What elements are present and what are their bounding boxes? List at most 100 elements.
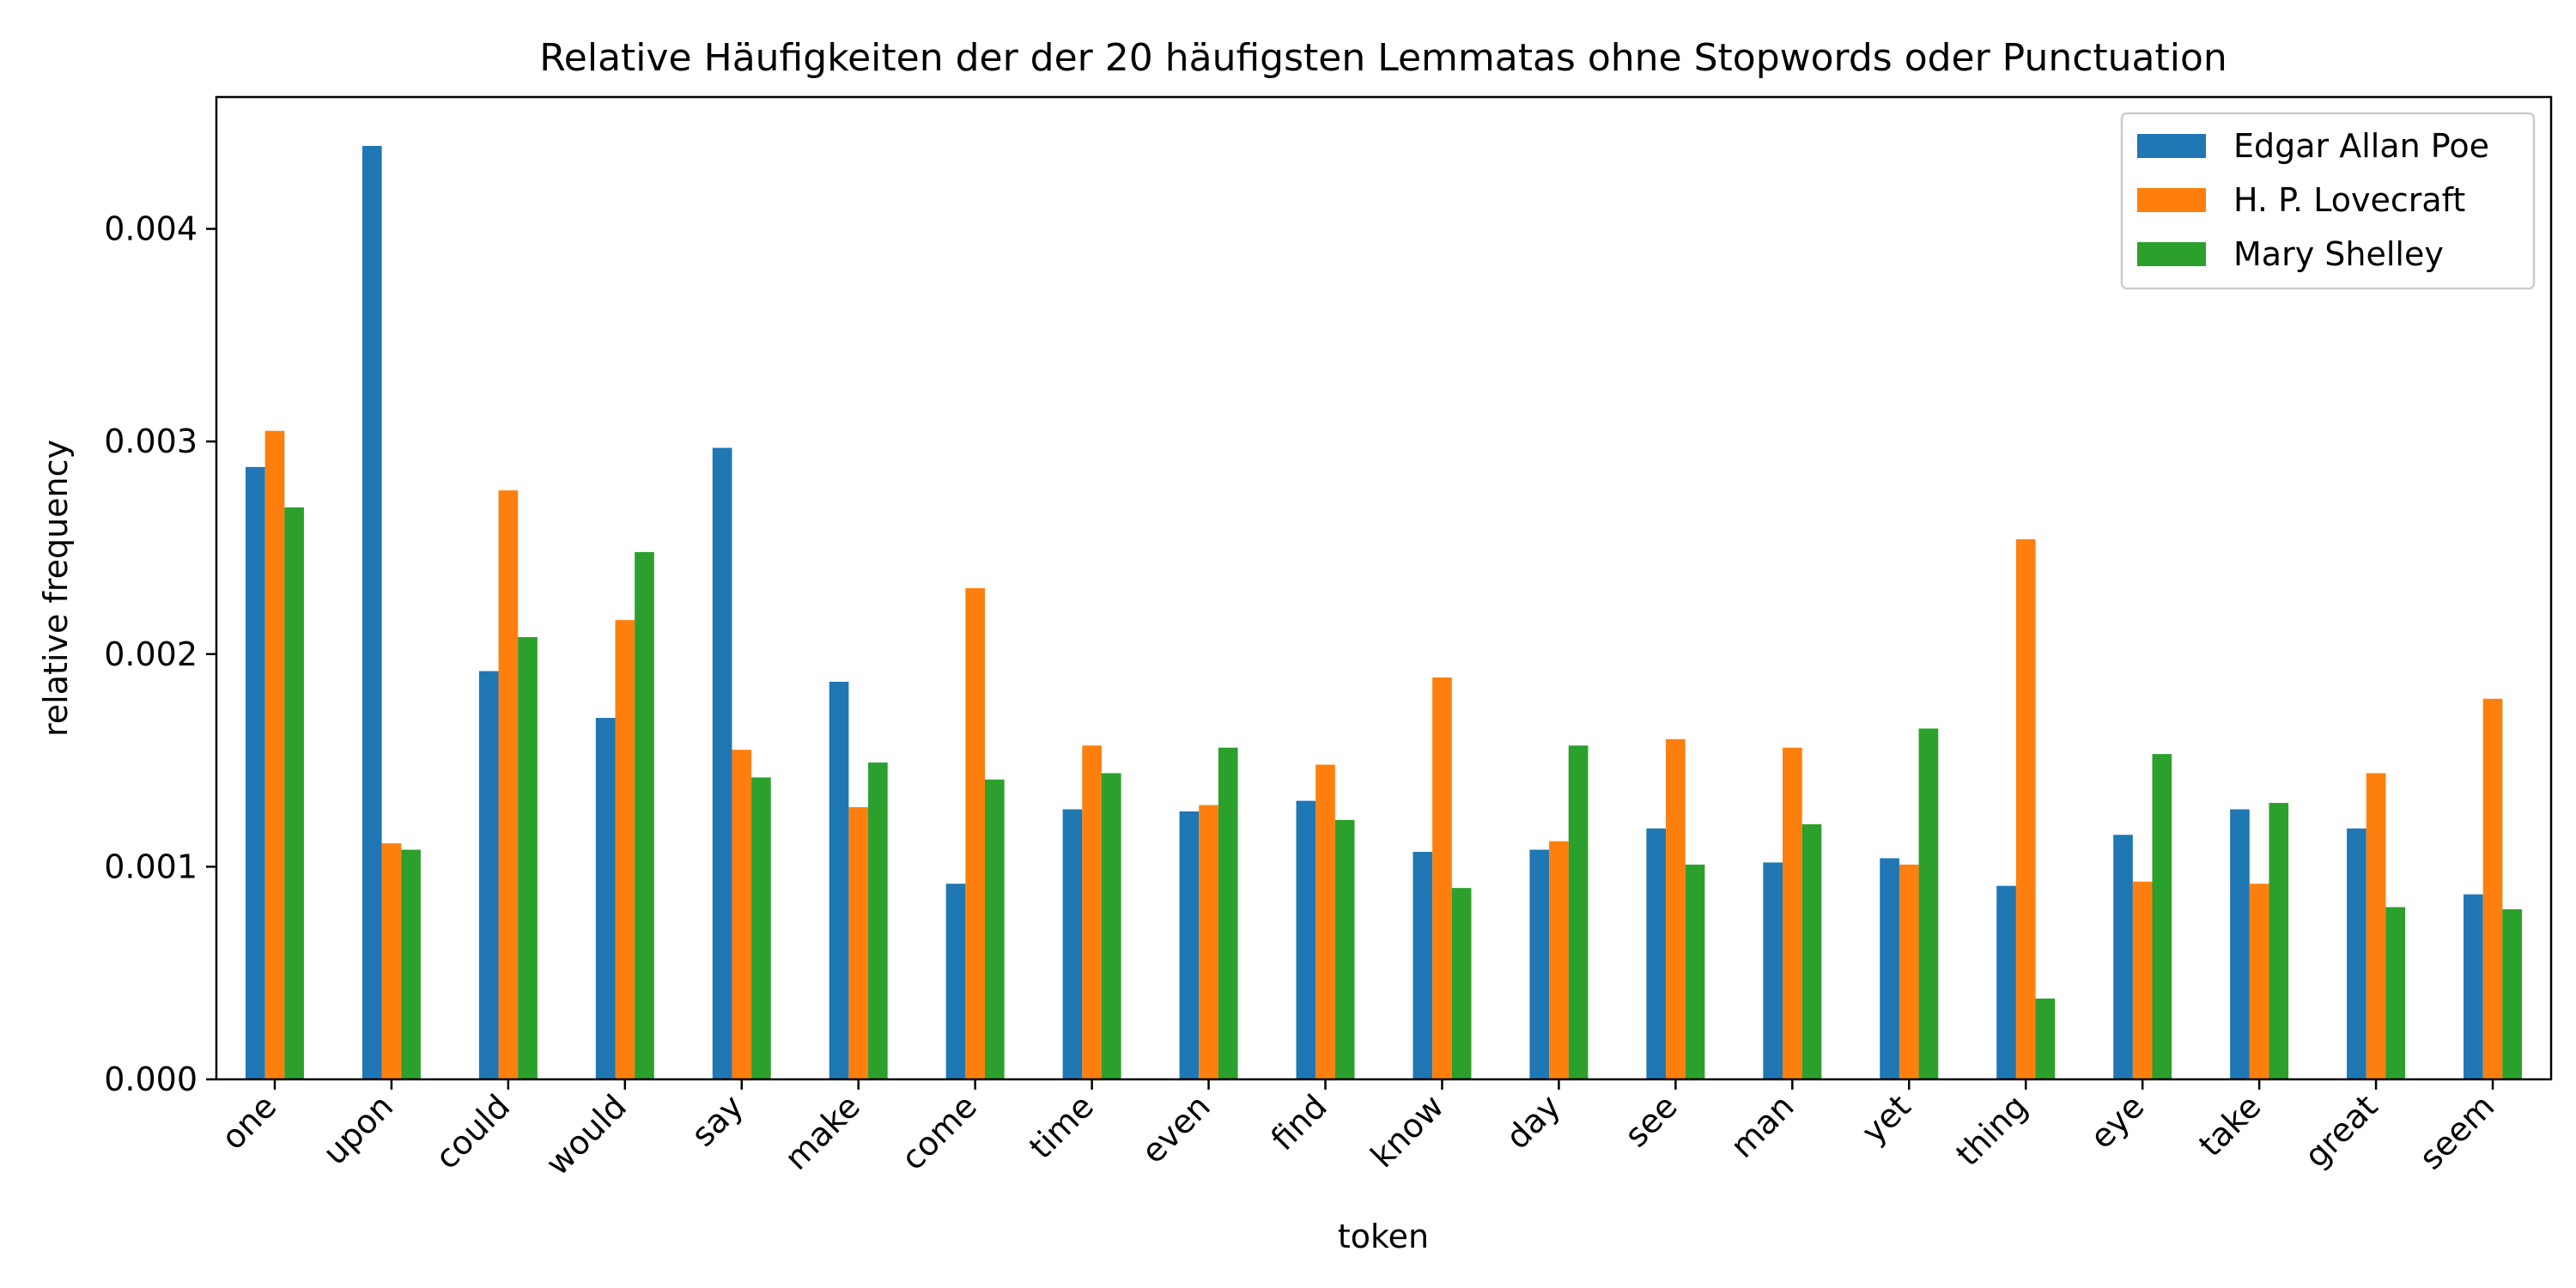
- x-tick-label: say: [684, 1087, 750, 1153]
- bar-time-series-1: [1082, 745, 1102, 1079]
- bar-take-series-0: [2230, 809, 2250, 1079]
- plot-frame: [215, 95, 2553, 1081]
- y-tick-label: 0.002: [104, 635, 197, 673]
- x-tick-label: eye: [2082, 1087, 2151, 1156]
- bar-man-series-2: [1801, 823, 1822, 1079]
- bar-could-series-2: [518, 636, 538, 1079]
- bar-eye-series-2: [2152, 754, 2172, 1079]
- bar-great-series-0: [2347, 828, 2366, 1079]
- plot-area: [245, 145, 2523, 1080]
- bar-take-series-1: [2249, 884, 2269, 1079]
- bar-man-series-1: [1783, 747, 1802, 1079]
- bar-say-series-0: [712, 447, 732, 1079]
- x-tick-label: even: [1134, 1087, 1218, 1170]
- bar-make-series-2: [868, 762, 888, 1079]
- x-tick-label: find: [1264, 1087, 1334, 1157]
- legend-swatch-0: [2137, 134, 2206, 158]
- bar-come-series-0: [945, 884, 966, 1079]
- bar-upon-series-2: [401, 849, 421, 1079]
- legend-label-1: H. P. Lovecraft: [2233, 181, 2465, 219]
- bar-even-series-0: [1179, 811, 1200, 1079]
- bar-seem-series-1: [2482, 698, 2503, 1079]
- bar-would-series-1: [615, 620, 635, 1079]
- bar-see-series-2: [1685, 864, 1705, 1079]
- x-tick-label: take: [2191, 1087, 2268, 1163]
- bar-take-series-2: [2269, 803, 2289, 1079]
- bar-one-series-0: [245, 466, 265, 1079]
- bar-seem-series-0: [2464, 894, 2483, 1079]
- bar-time-series-2: [1101, 773, 1121, 1079]
- bar-thing-series-1: [2015, 539, 2036, 1079]
- bar-could-series-0: [478, 671, 499, 1079]
- bar-one-series-2: [284, 507, 304, 1079]
- bar-great-series-1: [2366, 773, 2386, 1079]
- bar-know-series-2: [1451, 888, 1472, 1079]
- bar-eye-series-1: [2132, 881, 2153, 1079]
- bar-seem-series-2: [2502, 908, 2523, 1079]
- bar-one-series-1: [264, 430, 285, 1079]
- x-tick-label: come: [894, 1087, 984, 1177]
- bar-upon-series-1: [381, 843, 402, 1079]
- x-tick-label: time: [1022, 1087, 1101, 1166]
- bar-see-series-0: [1646, 828, 1667, 1079]
- x-tick-label: seem: [2412, 1087, 2501, 1176]
- x-tick-label: know: [1364, 1087, 1451, 1175]
- legend-label-2: Mary Shelley: [2233, 235, 2444, 273]
- bar-find-series-0: [1296, 800, 1316, 1079]
- bar-day-series-2: [1568, 745, 1589, 1079]
- legend-swatch-1: [2137, 188, 2206, 212]
- bar-make-series-0: [829, 681, 849, 1079]
- y-tick-label: 0.001: [104, 848, 197, 885]
- chart-title: Relative Häufigkeiten der der 20 häufigs…: [539, 36, 2227, 80]
- legend-swatch-2: [2137, 242, 2206, 266]
- bar-upon-series-0: [361, 145, 382, 1080]
- bar-could-series-1: [498, 490, 519, 1079]
- y-axis: 0.000 0.001 0.002 0.003 0.004: [104, 210, 216, 1098]
- bar-day-series-0: [1529, 849, 1550, 1079]
- x-tick-label: yet: [1855, 1087, 1918, 1151]
- x-tick-label: great: [2297, 1087, 2385, 1175]
- bar-yet-series-2: [1918, 728, 1939, 1079]
- y-tick-label: 0.003: [104, 422, 197, 460]
- y-tick-label: 0.004: [104, 210, 197, 248]
- x-tick-label: upon: [316, 1087, 401, 1172]
- x-axis: one upon could would say make come time even find…: [214, 1079, 2501, 1182]
- bar-would-series-0: [595, 718, 616, 1079]
- bar-great-series-2: [2385, 907, 2406, 1079]
- bar-find-series-2: [1334, 819, 1355, 1079]
- bar-yet-series-0: [1880, 858, 1899, 1079]
- legend: Edgar Allan Poe H. P. Lovecraft Mary Shell…: [2120, 112, 2536, 290]
- bar-know-series-1: [1432, 677, 1452, 1079]
- x-tick-label: man: [1723, 1087, 1801, 1165]
- bar-know-series-0: [1413, 852, 1433, 1079]
- y-axis-label: relative frequency: [37, 440, 75, 737]
- bar-come-series-2: [985, 779, 1005, 1079]
- legend-box: [2120, 112, 2536, 290]
- x-tick-label: could: [428, 1087, 517, 1176]
- bar-make-series-1: [848, 807, 869, 1079]
- legend-label-0: Edgar Allan Poe: [2233, 127, 2489, 165]
- x-tick-label: see: [1618, 1087, 1685, 1154]
- x-axis-label: token: [1338, 1218, 1429, 1255]
- bar-say-series-2: [751, 777, 771, 1079]
- x-tick-label: one: [214, 1087, 283, 1157]
- y-tick-label: 0.000: [104, 1060, 197, 1098]
- bar-thing-series-0: [1996, 885, 2016, 1079]
- bar-even-series-1: [1199, 805, 1218, 1079]
- bar-would-series-2: [635, 551, 654, 1079]
- bar-even-series-2: [1218, 747, 1238, 1079]
- bar-thing-series-2: [2035, 998, 2056, 1079]
- x-tick-label: would: [538, 1087, 634, 1182]
- x-tick-label: make: [777, 1087, 867, 1177]
- x-tick-label: day: [1498, 1087, 1568, 1157]
- bar-say-series-1: [732, 750, 752, 1079]
- bar-find-series-1: [1315, 764, 1335, 1079]
- bar-time-series-0: [1062, 809, 1083, 1079]
- x-tick-label: thing: [1948, 1087, 2034, 1173]
- bar-man-series-0: [1763, 862, 1783, 1079]
- bar-come-series-1: [965, 588, 986, 1079]
- bar-day-series-1: [1549, 841, 1569, 1079]
- bar-yet-series-1: [1899, 864, 1919, 1079]
